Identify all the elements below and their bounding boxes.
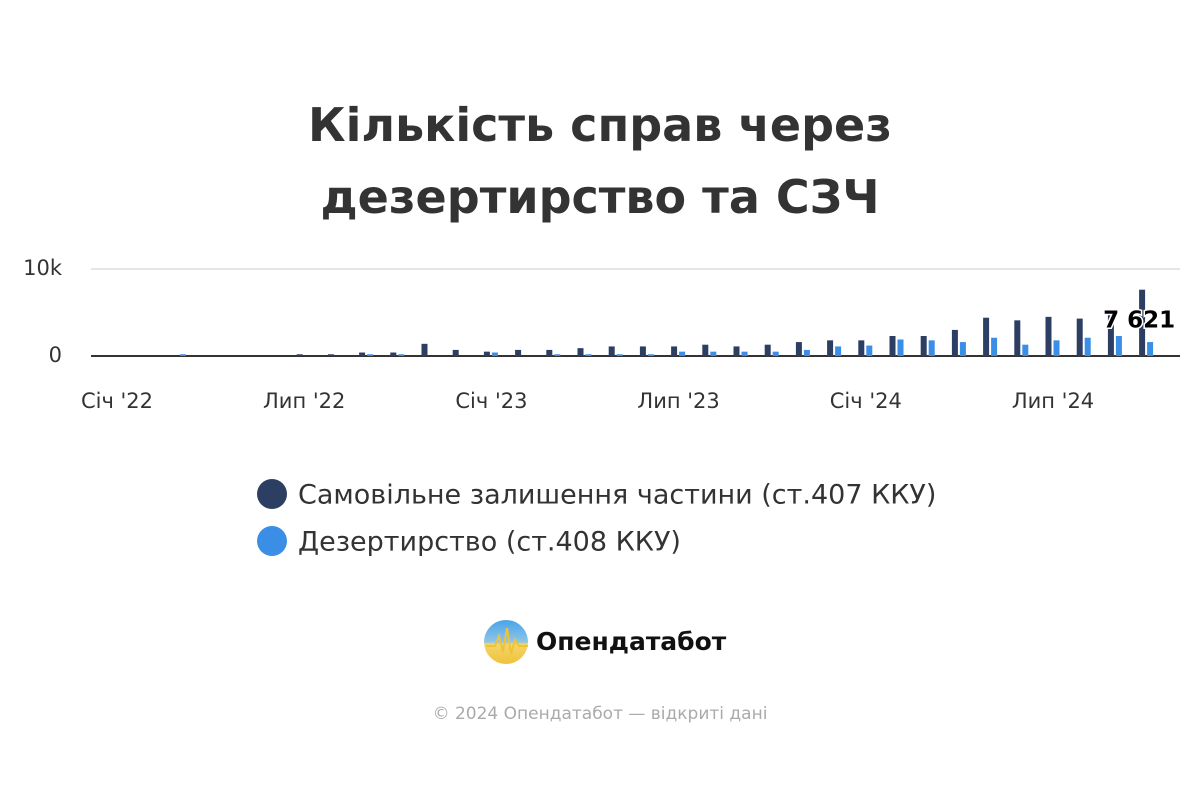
x-tick-label: Лип '24 [1012,389,1094,413]
bar [772,351,779,356]
bar [421,343,428,356]
legend-label: Самовільне залишення частини (ст.407 ККУ… [298,480,936,511]
bar [1084,337,1091,356]
bar [983,317,990,356]
bar [1053,340,1060,356]
bar [866,345,873,356]
bar [359,352,366,356]
bar [452,349,459,356]
bar [1147,342,1154,356]
logo-text: Опендатабот [536,627,727,656]
bar [702,344,709,356]
bar [835,346,842,356]
bar [928,340,935,356]
bar [367,354,374,356]
bar [858,340,865,356]
logo-pulse [486,627,528,655]
x-tick-label: Лип '22 [263,389,345,413]
bar [803,349,810,356]
bar [991,337,998,356]
bar [1014,320,1021,356]
bar [483,351,490,356]
bar [398,354,405,356]
x-tick-label: Лип '23 [637,389,719,413]
x-tick-label: Січ '22 [81,389,153,413]
bar [1139,289,1146,356]
bar [1045,316,1052,356]
bar [741,351,748,356]
bar [795,342,802,356]
bar [608,346,615,356]
x-tick-label: Січ '23 [455,389,527,413]
bar [639,346,646,356]
y-tick-label: 0 [49,343,62,367]
data-label: 7 621 [1103,308,1175,334]
bar [327,354,334,356]
bar [554,354,561,356]
bar [710,351,717,356]
bar [889,335,896,356]
bar [515,349,522,356]
bar [1076,318,1083,356]
bar [179,354,186,356]
legend-marker [257,526,287,556]
chart-title: Кількість справ через дезертирство та СЗ… [308,98,892,224]
bar [733,346,740,356]
legend-label: Дезертирство (ст.408 ККУ) [298,527,681,558]
bar [585,354,592,356]
legend-marker [257,479,287,509]
bar [827,340,834,356]
bar [959,342,966,356]
bar [616,354,623,356]
bar [897,339,904,356]
footer: © 2024 Опендатабот — відкриті дані [433,704,768,724]
logo-icon [484,620,528,664]
bar [679,351,686,356]
x-tick-label: Січ '24 [830,389,902,413]
bar [1022,344,1029,356]
bar [577,348,584,356]
bar [647,354,654,356]
bar [1115,335,1122,356]
bar [920,335,927,356]
bar [671,346,678,356]
y-tick-label: 10k [23,256,63,280]
bar [491,352,498,356]
bar [390,352,397,356]
bar [1107,314,1114,356]
bar [764,344,771,356]
bar [546,349,553,356]
bar [951,329,958,356]
bar [296,354,303,356]
